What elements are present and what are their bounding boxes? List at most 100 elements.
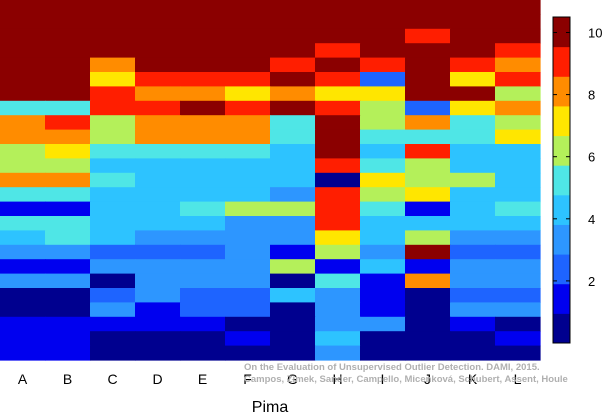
heatmap-cell [450, 259, 496, 275]
heatmap-cell [495, 115, 541, 131]
heatmap-cell [45, 172, 91, 188]
heatmap-cell [90, 244, 136, 260]
heatmap-cell [450, 331, 496, 347]
heatmap-cell [0, 28, 46, 44]
heatmap-cell [450, 187, 496, 203]
heatmap-cell [270, 259, 316, 275]
heatmap-cell [0, 288, 46, 303]
heatmap-cell [225, 273, 271, 289]
heatmap-cell [0, 302, 46, 318]
heatmap-cell [225, 86, 271, 102]
heatmap-cell [495, 187, 541, 203]
heatmap-cell [405, 201, 451, 217]
heatmap-cell [180, 72, 226, 87]
heatmap-cell [315, 158, 361, 174]
heatmap-cell [90, 158, 136, 174]
heatmap-cell [45, 316, 91, 332]
x-tick-label: G [287, 371, 298, 387]
heatmap-cell [90, 288, 136, 303]
heatmap-cell [360, 86, 406, 102]
heatmap-cell [495, 302, 541, 318]
heatmap-cell [315, 259, 361, 275]
colorbar-segment [553, 313, 570, 344]
heatmap-cell [0, 100, 46, 116]
heatmap-cell [135, 244, 181, 260]
heatmap-cell [450, 158, 496, 174]
heatmap-cell [405, 259, 451, 275]
heatmap-cell [495, 0, 541, 15]
watermark-line-1: On the Evaluation of Unsupervised Outlie… [244, 362, 540, 373]
heatmap-cell [180, 115, 226, 131]
heatmap-cell [270, 14, 316, 30]
heatmap-cell [315, 57, 361, 73]
heatmap-cell [135, 158, 181, 174]
heatmap-cell [405, 28, 451, 44]
colorbar-segment [553, 135, 570, 166]
heatmap-cell [225, 259, 271, 275]
heatmap-cell [360, 172, 406, 188]
heatmap-cell [315, 86, 361, 102]
heatmap-cell [495, 216, 541, 231]
heatmap-cell [450, 288, 496, 303]
colorbar-segment [553, 224, 570, 255]
heatmap-cell [90, 316, 136, 332]
heatmap-cell [135, 331, 181, 347]
heatmap-cell [405, 273, 451, 289]
heatmap-cell [450, 216, 496, 231]
colorbar-segment [553, 194, 570, 225]
heatmap-cell [45, 144, 91, 159]
heatmap-cell [180, 345, 226, 361]
x-tick-label: F [243, 371, 252, 387]
heatmap-cell [405, 86, 451, 102]
heatmap-cell [360, 57, 406, 73]
heatmap-cell [45, 259, 91, 275]
heatmap-cell [360, 43, 406, 59]
heatmap-cell [270, 0, 316, 15]
heatmap-cell [495, 230, 541, 246]
heatmap-cell [405, 14, 451, 30]
heatmap-cell [360, 14, 406, 30]
heatmap-cell [225, 244, 271, 260]
heatmap-cell [405, 316, 451, 332]
heatmap-cell [450, 201, 496, 217]
x-tick-labels: A B C D E F G H I J K L [18, 371, 522, 387]
heatmap-cell [45, 230, 91, 246]
heatmap-cell [135, 57, 181, 73]
heatmap-cell [495, 331, 541, 347]
heatmap-cell [270, 316, 316, 332]
heatmap-cell [0, 43, 46, 59]
colorbar-segment [553, 165, 570, 196]
heatmap-cell [225, 230, 271, 246]
colorbar [552, 16, 571, 344]
heatmap-cell [405, 302, 451, 318]
heatmap-cell [225, 129, 271, 145]
heatmap-cell [90, 331, 136, 347]
heatmap-cell [315, 201, 361, 217]
heatmap-cell [315, 345, 361, 361]
heatmap-cell [0, 57, 46, 73]
heatmap-cell [0, 230, 46, 246]
heatmap-cell [270, 72, 316, 87]
heatmap-cell [225, 331, 271, 347]
heatmap-cell [450, 230, 496, 246]
heatmap-cell [270, 230, 316, 246]
heatmap-cell [90, 259, 136, 275]
heatmap-cell [360, 28, 406, 44]
heatmap-cell [90, 201, 136, 217]
heatmap-cell [180, 129, 226, 145]
heatmap-cell [405, 331, 451, 347]
heatmap-cell [405, 100, 451, 116]
heatmap-cell [180, 244, 226, 260]
x-tick-label: L [514, 371, 522, 387]
heatmap-cell [315, 288, 361, 303]
heatmap-cell [405, 216, 451, 231]
colorbar-tick-label: 6 [588, 150, 595, 165]
heatmap-cell [0, 86, 46, 102]
heatmap-cell [180, 144, 226, 159]
heatmap-cell [315, 244, 361, 260]
heatmap-cell [0, 187, 46, 203]
heatmap-cell [270, 244, 316, 260]
heatmap-cell [225, 187, 271, 203]
heatmap-cell [90, 72, 136, 87]
heatmap-cell [180, 28, 226, 44]
